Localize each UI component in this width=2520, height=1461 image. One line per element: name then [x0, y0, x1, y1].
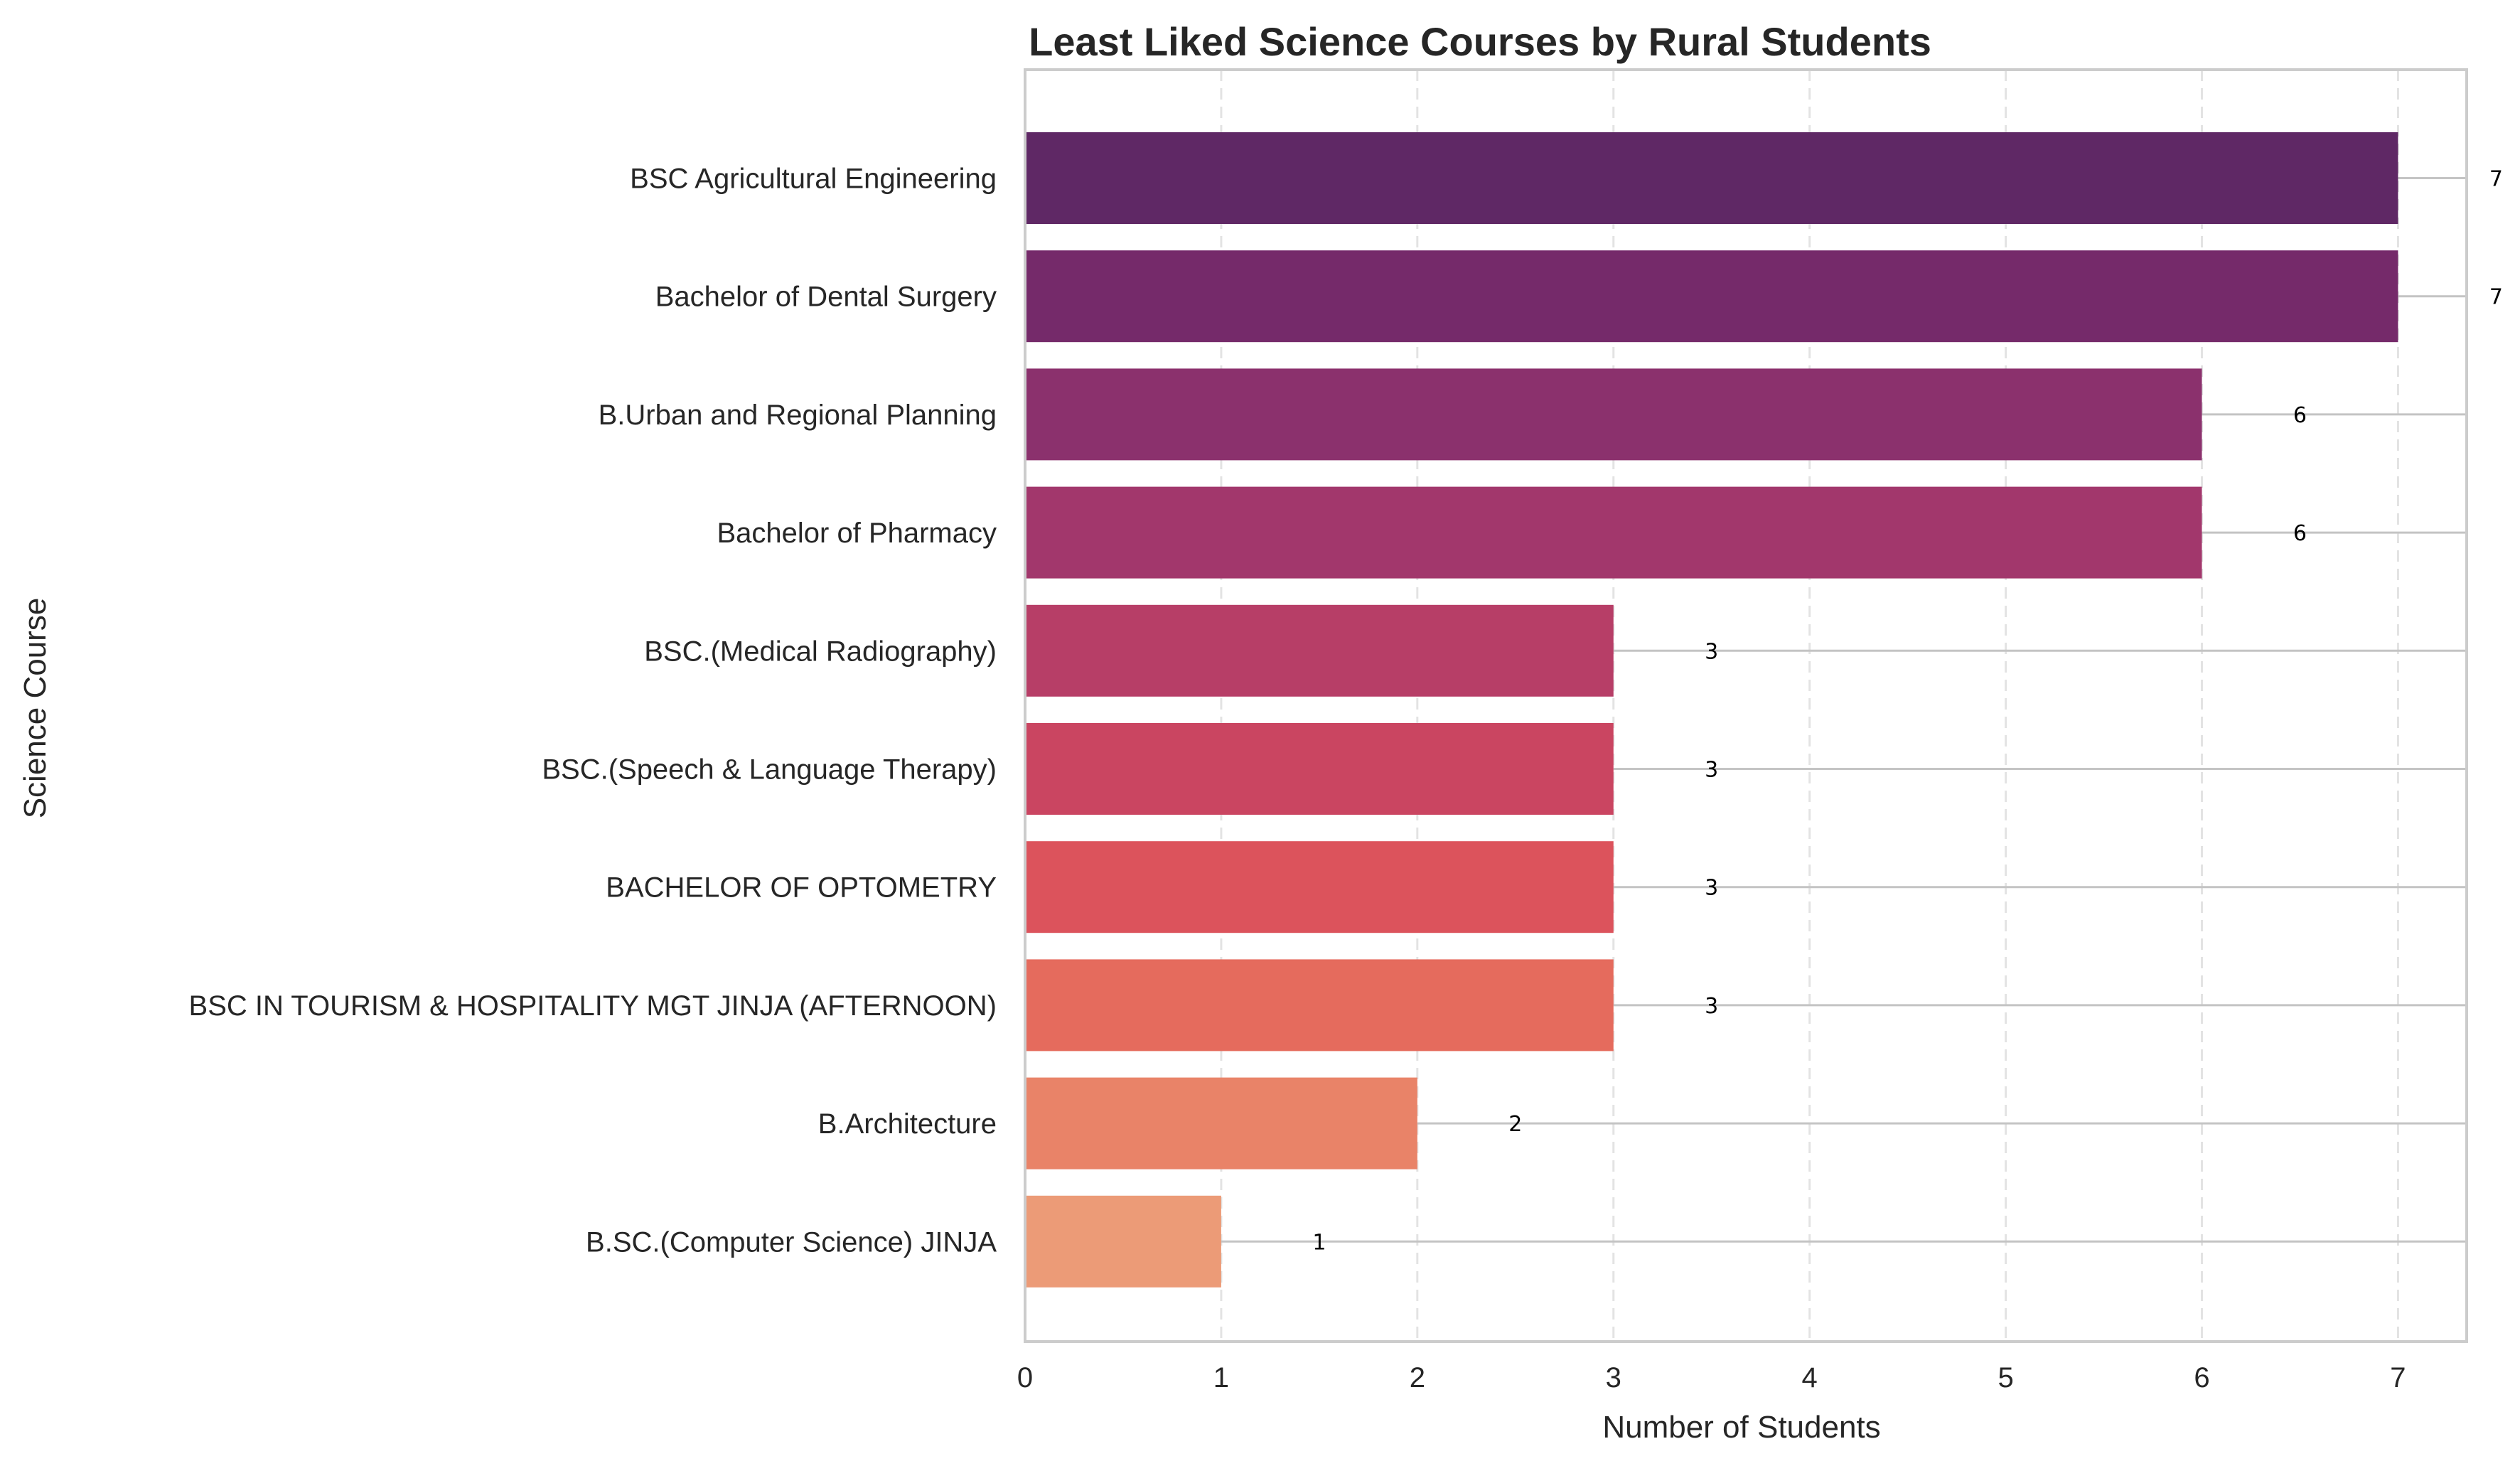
x-tick-label: 1 [1213, 1362, 1229, 1393]
x-tick-label: 0 [1017, 1362, 1033, 1393]
y-tick-label: Bachelor of Dental Surgery [655, 282, 997, 313]
value-label: 7 [2489, 167, 2503, 192]
x-tick-label: 5 [1998, 1362, 2013, 1393]
y-tick-label: B.SC.(Computer Science) JINJA [586, 1226, 997, 1258]
y-tick-label: B.Architecture [818, 1108, 997, 1140]
y-axis-label: Science Course [18, 598, 53, 819]
value-label: 2 [1508, 1112, 1522, 1137]
y-tick-label: BSC IN TOURISM & HOSPITALITY MGT JINJA (… [189, 990, 997, 1022]
value-label: 7 [2489, 285, 2503, 310]
value-label: 3 [1705, 758, 1718, 783]
bar [1025, 604, 1614, 697]
bar [1025, 1077, 1417, 1170]
x-tick-label: 6 [2194, 1362, 2209, 1393]
bar [1025, 1195, 1221, 1288]
value-label: 3 [1705, 639, 1718, 664]
plot-frame [1024, 68, 2468, 1343]
bar [1025, 132, 2398, 224]
y-tick-label: BACHELOR OF OPTOMETRY [606, 872, 997, 904]
value-label: 1 [1312, 1230, 1326, 1255]
y-tick-labels: BSC Agricultural Engineering Bachelor of … [189, 164, 997, 1258]
y-tick-label: BSC Agricultural Engineering [630, 164, 997, 195]
x-tick-labels: 0 1 2 3 4 5 6 7 [1017, 1362, 2406, 1393]
value-label: 3 [1705, 994, 1718, 1019]
bar [1025, 486, 2202, 579]
x-tick-label: 3 [1606, 1362, 1621, 1393]
y-tick-label: B.Urban and Regional Planning [599, 400, 997, 431]
bar [1025, 368, 2202, 461]
x-tick-label: 2 [1410, 1362, 1425, 1393]
bars [1025, 132, 2398, 1288]
bar [1025, 959, 1614, 1051]
x-tick-label: 4 [1802, 1362, 1818, 1393]
y-tick-label: BSC.(Medical Radiography) [644, 636, 997, 667]
value-labels: 7 7 6 6 3 3 3 3 2 1 [1312, 167, 2503, 1256]
value-label: 3 [1705, 876, 1718, 901]
bar [1025, 841, 1614, 933]
value-label: 6 [2293, 521, 2307, 546]
plot-border [1024, 68, 2468, 1343]
x-axis-label: Number of Students [1602, 1410, 1880, 1445]
value-connector-lines [1221, 177, 2467, 1243]
value-label: 6 [2293, 403, 2307, 428]
bar [1025, 250, 2398, 343]
x-tick-label: 7 [2390, 1362, 2406, 1393]
y-tick-label: Bachelor of Pharmacy [717, 518, 997, 549]
chart-title: Least Liked Science Courses by Rural Stu… [1029, 19, 1931, 64]
y-tick-label: BSC.(Speech & Language Therapy) [542, 754, 997, 786]
bar [1025, 723, 1614, 815]
